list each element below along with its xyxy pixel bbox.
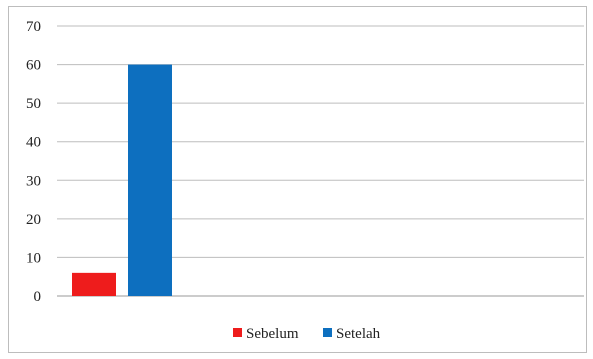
y-tick-label: 50 bbox=[26, 96, 41, 112]
y-axis-ticks: 0 10 20 30 40 50 60 70 bbox=[26, 19, 41, 305]
y-tick-label: 40 bbox=[26, 135, 41, 151]
y-tick-label: 10 bbox=[26, 250, 41, 266]
y-tick-label: 30 bbox=[26, 173, 41, 189]
y-tick-label: 0 bbox=[34, 289, 42, 305]
bar-sebelum bbox=[72, 272, 116, 296]
y-tick-label: 70 bbox=[26, 19, 41, 35]
y-tick-label: 60 bbox=[26, 58, 41, 74]
legend-swatch-setelah bbox=[323, 328, 332, 337]
legend-swatch-sebelum bbox=[233, 328, 242, 337]
bar-setelah bbox=[128, 64, 172, 296]
legend-label-setelah: Setelah bbox=[336, 326, 381, 342]
y-tick-label: 20 bbox=[26, 212, 41, 228]
legend: Sebelum Setelah bbox=[233, 326, 381, 342]
legend-label-sebelum: Sebelum bbox=[246, 326, 299, 342]
bars bbox=[72, 64, 172, 296]
